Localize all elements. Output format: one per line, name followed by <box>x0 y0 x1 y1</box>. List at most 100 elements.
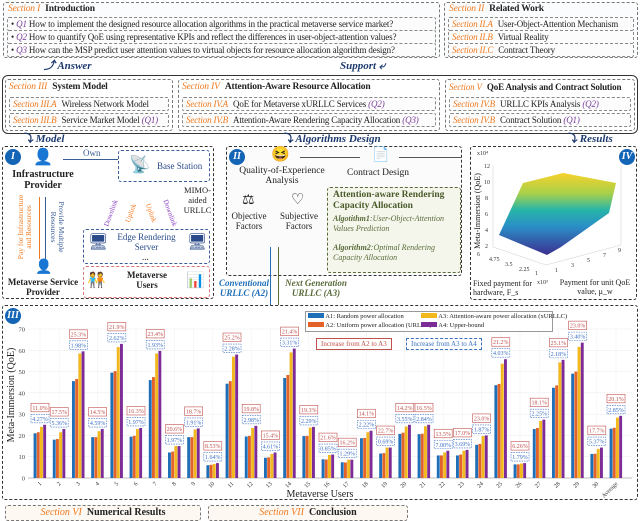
flow-arrow <box>399 157 461 158</box>
bar-3-user-1 <box>40 426 43 478</box>
bar-2-user-30 <box>593 453 597 478</box>
bar-2-user-7 <box>152 377 155 478</box>
a2-to-a3-label: 16.2% <box>339 441 355 447</box>
x-tick-label: 15 <box>304 481 312 489</box>
a2-to-a3-label-box <box>472 413 491 423</box>
section-allocation-box: Section IV Attention-Aware Resource Alloc… <box>178 79 440 131</box>
bar-3-user-8 <box>174 446 178 478</box>
section-title: QoE Analysis and Contract Solution <box>486 82 622 92</box>
a2-to-a3-label: 19.8% <box>243 407 259 413</box>
a3-to-a4-label-box <box>357 419 376 430</box>
results-arrow: ⤵ Results <box>566 133 613 145</box>
bar-chart: 0 10 20 30 40 50 60 70 1 4.27% 11.0% 2 5.36% 17.5% 3 1.… <box>19 320 632 499</box>
question-id: Q3 <box>16 45 27 55</box>
edge-server-label: Edge Rendering Server <box>117 232 176 252</box>
a3-to-a4-label-box <box>222 343 242 353</box>
bar-1-user-1 <box>33 433 37 478</box>
section-title: Conclusion <box>308 507 357 518</box>
bar-1-user-9 <box>187 437 191 478</box>
bar-2-user-14 <box>286 374 290 478</box>
a3-to-a4-label: 2.84% <box>416 417 432 423</box>
sections-container <box>2 75 638 134</box>
a3-to-a4-label: 1.87% <box>474 427 490 433</box>
legend-swatch <box>308 322 324 327</box>
x-tick-label: 4.75 <box>489 257 500 263</box>
bar-4-user-26 <box>523 463 527 478</box>
model-arrow: ⤵ Model <box>22 133 64 145</box>
bar-1-user-17 <box>340 462 344 478</box>
subsection-title: Contract Solution <box>500 115 562 125</box>
bar-1-user-12 <box>244 436 248 478</box>
bar-2-user-26 <box>516 464 520 478</box>
bar-4-user-27 <box>542 419 546 478</box>
a3-to-a4-label-box <box>107 333 127 343</box>
bar-1-user-14 <box>283 377 287 478</box>
x-tick-label: 14 <box>285 481 293 489</box>
x-tick-label: 3.5 <box>505 262 513 268</box>
x-tick-label: 7 <box>152 481 158 487</box>
y-tick-label: 20 <box>19 433 26 440</box>
bar-1-user-Average <box>609 428 613 478</box>
curved-arrow-icon: ⤵ <box>22 133 36 145</box>
a3-to-a4-label: 2.98% <box>243 418 259 424</box>
bar-2-user-Average <box>612 427 616 478</box>
subsection-label: Section III.A <box>13 99 57 109</box>
a3-to-a4-label-box <box>203 452 223 462</box>
pay-arrow <box>39 197 40 259</box>
bar-2-user-22 <box>440 455 443 478</box>
bar-4-user-6 <box>139 427 143 478</box>
bar-2-user-29 <box>574 371 578 478</box>
a2-to-a3-label-box <box>261 430 280 440</box>
x-axis-label: Fixed payment for hardware, F_s <box>473 279 533 297</box>
flow-arrow <box>300 157 360 158</box>
curved-arrow-icon: ⤶ <box>376 60 385 72</box>
subsection-title: URLLC KPIs Analysis <box>500 99 581 109</box>
bar-3-user-11 <box>232 356 235 478</box>
a3-to-a4-label-box <box>472 424 491 434</box>
z-tick-label: 2 <box>485 244 488 250</box>
bar-4-user-24 <box>484 435 488 478</box>
a2-to-a3-label-box <box>318 432 338 442</box>
bar-4-user-2 <box>62 429 66 478</box>
panel-badge: III <box>5 308 21 324</box>
a3-to-a4-label: 3.55% <box>397 417 413 423</box>
bar-2-user-2 <box>56 439 59 478</box>
x-tick-label: 22 <box>438 481 446 489</box>
bar-3-user-20 <box>404 426 408 478</box>
question-id: Q1 <box>16 19 27 29</box>
grid <box>492 165 622 266</box>
section-related-box: Section II Related Work Section II.A User-… <box>444 2 638 58</box>
bar-2-user-18 <box>363 437 367 478</box>
a2-to-a3-label-box <box>337 437 357 447</box>
bar-2-user-5 <box>113 371 117 478</box>
question-q1: • Q1 How to implement the designed resou… <box>7 17 436 31</box>
bar-1-user-8 <box>168 452 171 478</box>
bar-2-user-19 <box>382 453 386 478</box>
section-title: Introduction <box>45 4 95 14</box>
a2-to-a3-label: 21.6% <box>320 436 336 442</box>
person-icon: 👤 <box>33 149 53 166</box>
bar-2-user-16 <box>324 459 328 478</box>
a3-to-a4-label-box <box>69 340 88 350</box>
a2-to-a3-label-box <box>69 329 88 339</box>
a3-to-a4-label-box <box>587 436 607 446</box>
legend-swatch <box>421 313 437 318</box>
bar-3-user-7 <box>155 353 159 478</box>
x-tick-label: 6 <box>477 252 480 258</box>
a3-to-a4-label: 3.40% <box>570 335 586 341</box>
a2-to-a3-label: 14.5% <box>90 410 106 416</box>
y-axis-label: Meta-Immersion (QoE) <box>6 347 17 443</box>
bar-1-user-5 <box>110 372 114 478</box>
a3-to-a4-label: 5.36% <box>51 421 67 427</box>
question-ref: (Q1) <box>141 115 159 125</box>
question-ref: (Q2) <box>368 99 385 109</box>
a2-to-a3-label: 25.3% <box>71 332 87 338</box>
a2-to-a3-label-box <box>222 332 242 342</box>
bar-1-user-27 <box>532 429 536 478</box>
a2-to-a3-label-box <box>433 428 453 439</box>
section-conclusion: Section VII Conclusion <box>208 505 408 521</box>
section-title: Numerical Results <box>86 507 166 518</box>
section-numerical-results: Section VI Numerical Results <box>5 505 201 521</box>
section-allocation-heading: Section IV Attention-Aware Resource Alloc… <box>182 82 371 92</box>
bar-4-user-14 <box>292 348 296 478</box>
